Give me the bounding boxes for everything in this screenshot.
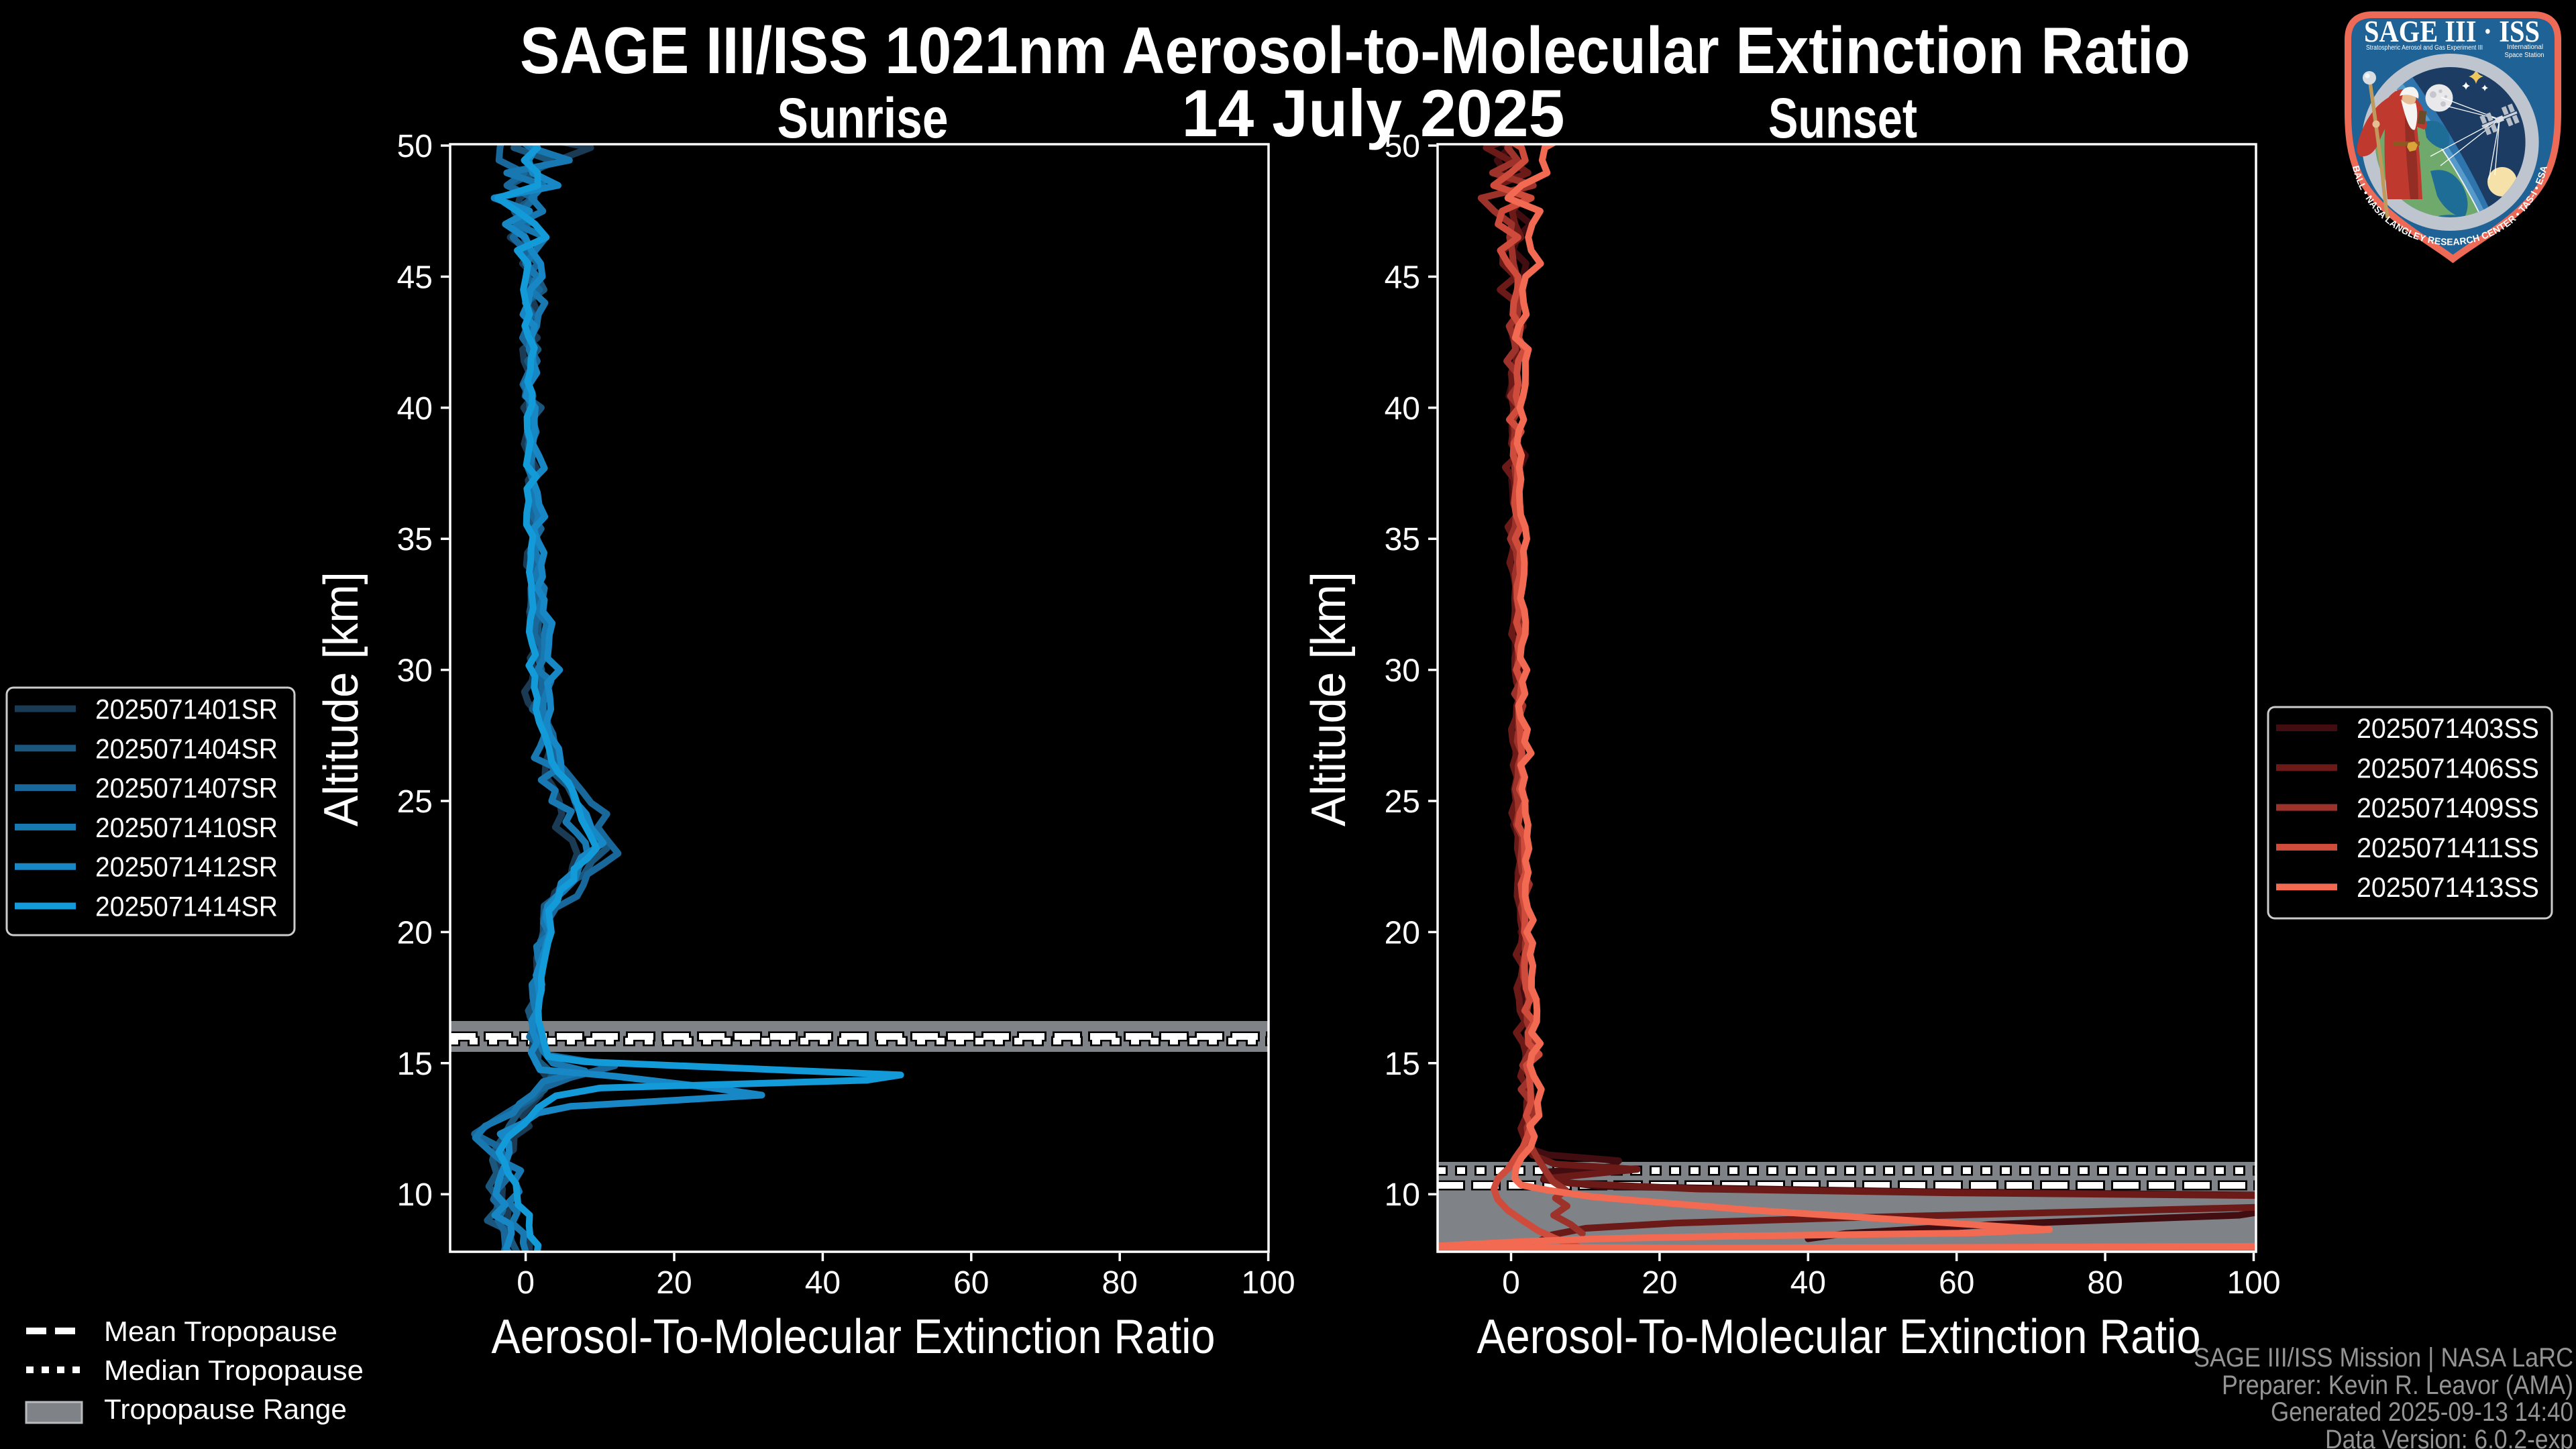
- svg-text:SAGE III/ISS Mission | NASA La: SAGE III/ISS Mission | NASA LaRC: [2194, 1343, 2573, 1373]
- svg-text:2025071413SS: 2025071413SS: [2357, 871, 2539, 903]
- svg-text:SAGE III · ISS: SAGE III · ISS: [2364, 15, 2540, 48]
- svg-text:40: 40: [1385, 391, 1420, 427]
- svg-text:0: 0: [1502, 1265, 1520, 1301]
- svg-text:2025071403SS: 2025071403SS: [2357, 712, 2539, 744]
- svg-text:2025071407SR: 2025071407SR: [95, 772, 278, 804]
- svg-text:0: 0: [517, 1265, 535, 1301]
- svg-text:2025071412SR: 2025071412SR: [95, 851, 278, 883]
- svg-text:35: 35: [1385, 522, 1420, 557]
- svg-text:30: 30: [397, 653, 433, 689]
- svg-text:20: 20: [1385, 915, 1420, 951]
- svg-text:80: 80: [2087, 1265, 2123, 1301]
- svg-text:2025071404SR: 2025071404SR: [95, 733, 278, 764]
- svg-text:45: 45: [397, 260, 433, 295]
- svg-text:60: 60: [953, 1265, 989, 1301]
- svg-text:Mean Tropopause: Mean Tropopause: [104, 1316, 337, 1347]
- svg-text:20: 20: [656, 1265, 692, 1301]
- svg-text:100: 100: [2226, 1265, 2280, 1301]
- svg-text:15: 15: [1385, 1046, 1420, 1082]
- svg-text:Altitude [km]: Altitude [km]: [315, 572, 368, 826]
- svg-text:2025071410SR: 2025071410SR: [95, 812, 278, 843]
- svg-text:2025071406SS: 2025071406SS: [2357, 752, 2539, 784]
- svg-text:Tropopause Range: Tropopause Range: [104, 1393, 347, 1425]
- svg-text:60: 60: [1939, 1265, 1974, 1301]
- svg-text:2025071411SS: 2025071411SS: [2357, 832, 2539, 863]
- svg-text:40: 40: [805, 1265, 841, 1301]
- svg-text:35: 35: [397, 522, 433, 557]
- svg-text:Space Station: Space Station: [2505, 52, 2544, 59]
- svg-text:Altitude [km]: Altitude [km]: [1302, 572, 1356, 826]
- svg-text:14 July 2025: 14 July 2025: [1182, 76, 1565, 150]
- svg-text:25: 25: [1385, 784, 1420, 820]
- svg-text:10: 10: [397, 1177, 433, 1213]
- svg-text:Generated 2025-09-13 14:40: Generated 2025-09-13 14:40: [2271, 1397, 2573, 1427]
- svg-text:International: International: [2507, 44, 2543, 51]
- svg-text:2025071409SS: 2025071409SS: [2357, 792, 2539, 824]
- svg-text:50: 50: [397, 129, 433, 164]
- svg-text:25: 25: [397, 784, 433, 820]
- svg-text:Median Tropopause: Median Tropopause: [104, 1354, 364, 1386]
- svg-text:Aerosol-To-Molecular Extinctio: Aerosol-To-Molecular Extinction Ratio: [492, 1310, 1216, 1364]
- svg-text:2025071414SR: 2025071414SR: [95, 891, 278, 922]
- svg-text:30: 30: [1385, 653, 1420, 689]
- svg-text:SAGE III/ISS 1021nm Aerosol-to: SAGE III/ISS 1021nm Aerosol-to-Molecular…: [520, 13, 2190, 87]
- svg-text:Aerosol-To-Molecular Extinctio: Aerosol-To-Molecular Extinction Ratio: [1477, 1310, 2201, 1364]
- svg-text:40: 40: [1790, 1265, 1826, 1301]
- svg-text:2025071401SR: 2025071401SR: [95, 694, 278, 725]
- svg-text:20: 20: [1642, 1265, 1677, 1301]
- svg-text:50: 50: [1385, 129, 1420, 164]
- svg-text:15: 15: [397, 1046, 433, 1082]
- svg-text:100: 100: [1242, 1265, 1295, 1301]
- svg-text:Stratospheric Aerosol and Gas: Stratospheric Aerosol and Gas Experiment…: [2366, 44, 2483, 52]
- svg-text:40: 40: [397, 391, 433, 427]
- svg-text:Sunset: Sunset: [1768, 87, 1917, 150]
- svg-text:45: 45: [1385, 260, 1420, 295]
- svg-text:Sunrise: Sunrise: [777, 87, 949, 150]
- svg-text:20: 20: [397, 915, 433, 951]
- svg-text:Preparer: Kevin R. Leavor (AMA: Preparer: Kevin R. Leavor (AMA): [2222, 1371, 2573, 1400]
- svg-text:80: 80: [1102, 1265, 1138, 1301]
- svg-text:Data Version: 6.0.2-exp: Data Version: 6.0.2-exp: [2325, 1425, 2573, 1449]
- svg-text:10: 10: [1385, 1177, 1420, 1213]
